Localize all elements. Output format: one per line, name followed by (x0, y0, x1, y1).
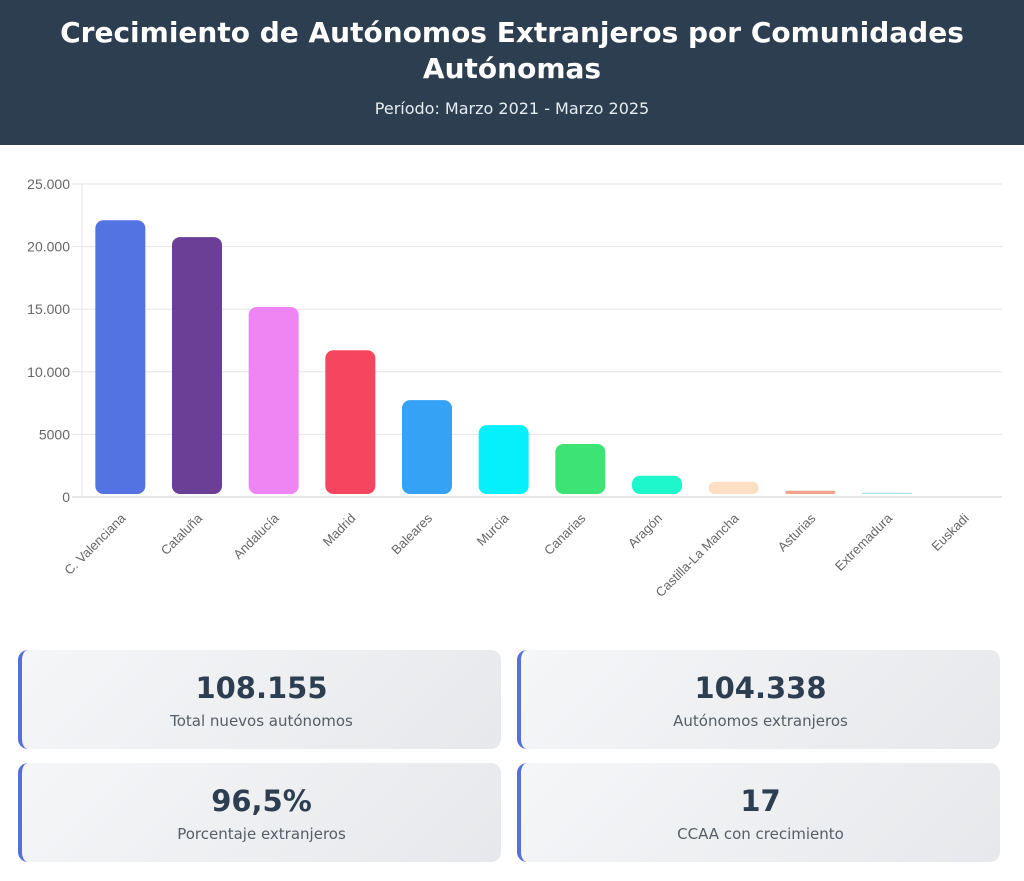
x-tick-label: Baleares (388, 510, 435, 557)
stat-label: Total nuevos autónomos (170, 712, 353, 730)
x-tick-label: Castilla-La Mancha (652, 510, 742, 600)
stat-label: CCAA con crecimiento (677, 825, 844, 843)
stat-card-total: 108.155 Total nuevos autónomos (18, 650, 501, 749)
x-tick-label: Murcia (474, 510, 513, 549)
bar (785, 490, 836, 494)
stat-value: 108.155 (195, 671, 328, 705)
bar (862, 492, 912, 494)
header: Crecimiento de Autónomos Extranjeros por… (0, 0, 1024, 145)
stat-value: 96,5% (211, 784, 312, 818)
bar (708, 481, 759, 494)
x-tick-label: Euskadi (928, 510, 971, 553)
x-tick-label: Extremadura (832, 510, 896, 574)
stat-card-regions: 17 CCAA con crecimiento (517, 763, 1000, 862)
bar (95, 220, 146, 495)
x-tick-label: Asturias (775, 510, 819, 554)
bar (555, 444, 606, 494)
x-tick-label: Madrid (320, 511, 359, 550)
bar-chart: 0 5000 10.000 15.000 20.000 25.000 C. Valencia… (27, 176, 1002, 600)
x-tick-label: Canarias (541, 510, 589, 558)
x-tick-label: Andalucía (230, 510, 282, 562)
y-tick-label: 10.000 (27, 364, 70, 380)
bar (172, 237, 222, 494)
y-tick-label: 20.000 (27, 239, 70, 255)
bar (478, 425, 529, 494)
stat-label: Porcentaje extranjeros (177, 825, 346, 843)
bar (325, 350, 376, 494)
y-tick-label: 25.000 (27, 176, 70, 192)
stat-card-percentage: 96,5% Porcentaje extranjeros (18, 763, 501, 862)
stat-value: 17 (740, 784, 781, 818)
page-title: Crecimiento de Autónomos Extranjeros por… (60, 16, 964, 85)
bar (248, 306, 299, 494)
x-tick-label: Aragón (625, 511, 665, 551)
y-tick-label: 0 (62, 489, 70, 505)
bar (402, 400, 452, 494)
stat-card-foreign: 104.338 Autónomos extranjeros (517, 650, 1000, 749)
stat-value: 104.338 (694, 671, 827, 705)
x-tick-label: C. Valenciana (61, 510, 129, 578)
x-tick-label: Cataluña (158, 510, 206, 558)
y-tick-label: 15.000 (27, 301, 70, 317)
bar (632, 475, 682, 494)
y-tick-label: 5000 (39, 426, 70, 442)
stat-label: Autónomos extranjeros (673, 712, 848, 730)
page-subtitle: Período: Marzo 2021 - Marzo 2025 (374, 99, 650, 118)
